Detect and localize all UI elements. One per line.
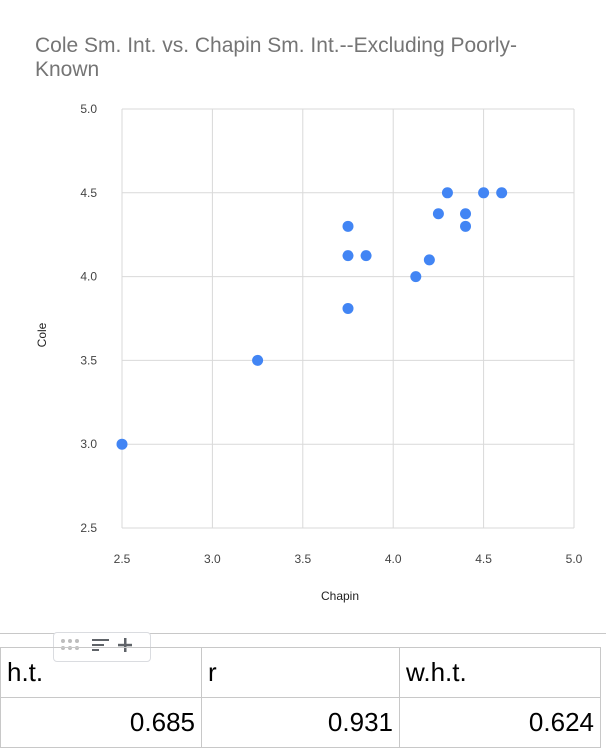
y-tick-label: 4.5 (80, 186, 97, 200)
value-cell[interactable]: 0.624 (399, 697, 601, 748)
data-point (460, 220, 472, 232)
y-axis-title: Cole (35, 322, 49, 347)
y-tick-label: 3.0 (80, 437, 97, 451)
data-point (423, 254, 435, 266)
data-point (342, 302, 354, 314)
data-point (116, 438, 128, 450)
data-point (252, 354, 264, 366)
scatter-plot: 2.5 3.0 3.5 4.0 4.5 5.0 2.5 3.0 3.5 4.0 4.5 5.0 Chap… (35, 102, 583, 603)
header-cell[interactable]: w.h.t. (399, 647, 601, 698)
value-cell[interactable]: 0.685 (0, 697, 202, 748)
x-axis-title: Chapin (321, 589, 359, 603)
data-point (342, 250, 354, 262)
divider (0, 633, 606, 634)
data-point (496, 187, 508, 199)
table-header-row: h.t. r w.h.t. (0, 647, 601, 698)
data-point (360, 250, 372, 262)
data-point (432, 208, 444, 220)
data-point (460, 208, 472, 220)
data-point (478, 187, 490, 199)
header-cell[interactable]: r (201, 647, 400, 698)
x-tick-label: 4.5 (475, 552, 492, 566)
y-tick-label: 4.0 (80, 270, 97, 284)
data-point (441, 187, 453, 199)
chart-title: Cole Sm. Int. vs. Chapin Sm. Int.--Exclu… (35, 34, 518, 81)
x-tick-label: 3.5 (294, 552, 311, 566)
data-point (410, 271, 422, 283)
x-tick-label: 4.0 (385, 552, 402, 566)
header-cell[interactable]: h.t. (0, 647, 202, 698)
plus-icon[interactable] (118, 637, 132, 657)
x-tick-label: 5.0 (566, 552, 583, 566)
table-value-row: 0.685 0.931 0.624 (0, 697, 601, 748)
y-tick-label: 5.0 (80, 102, 97, 116)
x-tick-label: 3.0 (204, 552, 221, 566)
value-cell[interactable]: 0.931 (201, 697, 400, 748)
y-tick-label: 3.5 (80, 353, 97, 367)
x-tick-label: 2.5 (114, 552, 131, 566)
chart-container: Cole Sm. Int. vs. Chapin Sm. Int.--Exclu… (35, 34, 583, 603)
y-tick-label: 2.5 (80, 521, 97, 535)
data-point (342, 220, 354, 232)
stats-table: h.t. r w.h.t. 0.685 0.931 0.624 (0, 647, 601, 748)
